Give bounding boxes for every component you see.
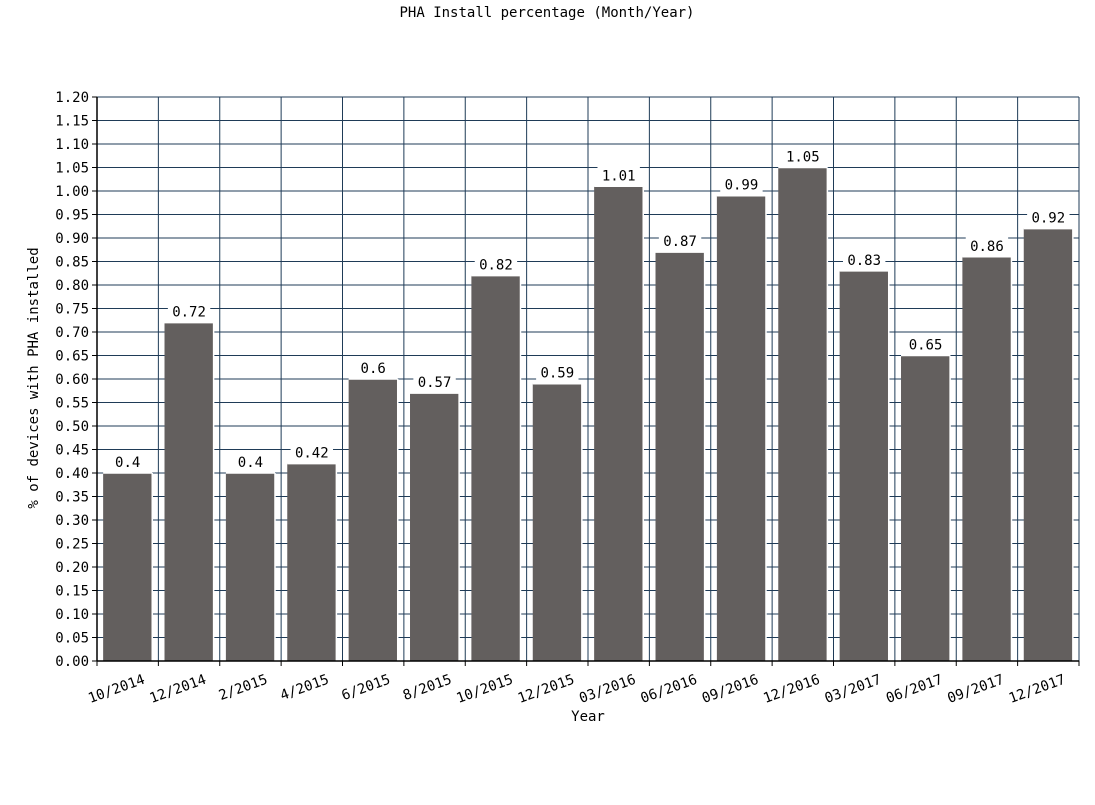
value-label-background [290,443,334,461]
y-tick-label: 1.10 [55,137,89,153]
bar [532,383,582,661]
y-tick-label: 1.15 [55,114,89,130]
x-tick-label: 03/2016 [577,672,638,707]
bar [103,473,153,661]
bar-value-label: 0.86 [970,239,1004,255]
bar-value-label: 0.4 [115,455,140,471]
bar-value-label: 0.99 [725,178,759,194]
y-tick-label: 0.00 [55,654,89,670]
value-label-background [233,453,268,470]
x-axis-title: Year [571,709,605,725]
y-tick-label: 0.40 [55,466,89,482]
value-label-background [658,232,702,250]
value-label-background [965,236,1009,254]
y-tick-label: 0.10 [55,607,89,623]
x-tick-label: 12/2015 [516,672,577,707]
y-axis-tick-labels: 0.00 0.05 0.10 0.15 0.20 0.25 0.30 0.35 0.40 0.45… [55,90,89,670]
bar-value-label: 1.05 [786,150,820,166]
bars [103,166,1074,662]
x-tick-label: 09/2017 [945,672,1006,707]
bar-value-labels: 0.4 0.72 0.4 0.42 0.6 0.57 0.82 0.59 1.01 0.87 0.9… [110,147,1070,471]
value-label-background [110,453,145,470]
y-tick-label: 1.00 [55,184,89,200]
x-tick-label: 09/2016 [700,672,761,707]
bar [410,393,460,661]
y-tick-label: 1.05 [55,161,89,177]
y-tick-label: 0.45 [55,443,89,459]
bar-value-label: 0.65 [909,338,943,354]
y-tick-label: 0.60 [55,372,89,388]
bar [778,167,828,661]
x-tick-label: 8/2015 [401,672,454,704]
x-tick-label: 06/2017 [884,672,945,707]
y-tick-label: 0.05 [55,631,89,647]
y-tick-label: 0.20 [55,560,89,576]
bar-value-label: 1.01 [602,168,636,184]
x-tick-label: 03/2017 [823,672,884,707]
chart-title: PHA Install percentage (Month/Year) [399,5,694,21]
value-label-background [842,250,886,268]
value-label-background [474,255,518,273]
y-tick-label: 0.25 [55,537,89,553]
y-tick-label: 0.85 [55,255,89,271]
x-tick-label: 12/2016 [761,672,822,707]
y-tick-label: 0.90 [55,231,89,247]
y-tick-label: 0.65 [55,349,89,365]
x-tick-label: 12/2017 [1007,672,1068,707]
value-label-background [720,175,763,193]
value-label-background [1027,208,1070,226]
bar-value-label: 0.82 [479,258,513,274]
bar-value-label: 0.57 [418,375,452,391]
y-tick-label: 0.95 [55,208,89,224]
x-axis-tick-labels: 10/2014 12/2014 2/2015 4/2015 6/2015 8/2015 10… [86,672,1068,707]
x-tick-label: 06/2016 [639,672,700,707]
bar-value-label: 0.59 [540,366,574,382]
x-tick-label: 2/2015 [217,672,270,704]
bar [655,252,705,661]
bar [716,195,766,661]
value-label-background [536,363,579,381]
y-axis-title: % of devices with PHA installed [26,247,42,508]
bar [1023,228,1073,661]
y-tick-label: 0.80 [55,278,89,294]
y-tick-label: 0.30 [55,513,89,529]
value-label-background [597,166,640,184]
value-label-background [413,373,456,391]
bar-value-label: 0.83 [847,253,881,269]
x-tick-label: 10/2014 [86,672,147,707]
value-label-background [904,335,947,353]
bar [901,355,951,661]
y-tick-label: 0.50 [55,419,89,435]
value-label-background [167,302,211,320]
x-tick-label: 10/2015 [454,672,515,707]
bar-value-label: 0.72 [172,305,206,321]
y-tick-label: 0.35 [55,490,89,506]
y-tick-label: 1.20 [55,90,89,106]
value-label-background [356,359,391,376]
bar-value-label: 0.42 [295,446,329,462]
bar-value-label: 0.6 [361,361,386,377]
bar-value-label: 0.4 [238,455,263,471]
bar [225,473,275,661]
y-tick-label: 0.75 [55,302,89,318]
bar [594,186,644,662]
y-tick-label: 0.15 [55,584,89,600]
y-tick-label: 0.70 [55,325,89,341]
value-label-background [781,147,825,165]
bar [839,270,889,661]
bar [471,275,521,661]
bar-value-label: 0.92 [1031,211,1065,227]
bar-value-label: 0.87 [663,234,697,250]
bar [164,322,214,661]
x-tick-label: 6/2015 [340,672,393,704]
y-tick-label: 0.55 [55,396,89,412]
bar [962,256,1012,661]
bar [348,379,398,661]
bar [287,463,337,661]
plot-area: 0.4 0.72 0.4 0.42 0.6 0.57 0.82 0.59 1.01 0.87 0.9… [92,96,1080,666]
x-tick-label: 4/2015 [278,672,331,704]
axes [92,96,1080,666]
x-tick-label: 12/2014 [148,672,209,707]
